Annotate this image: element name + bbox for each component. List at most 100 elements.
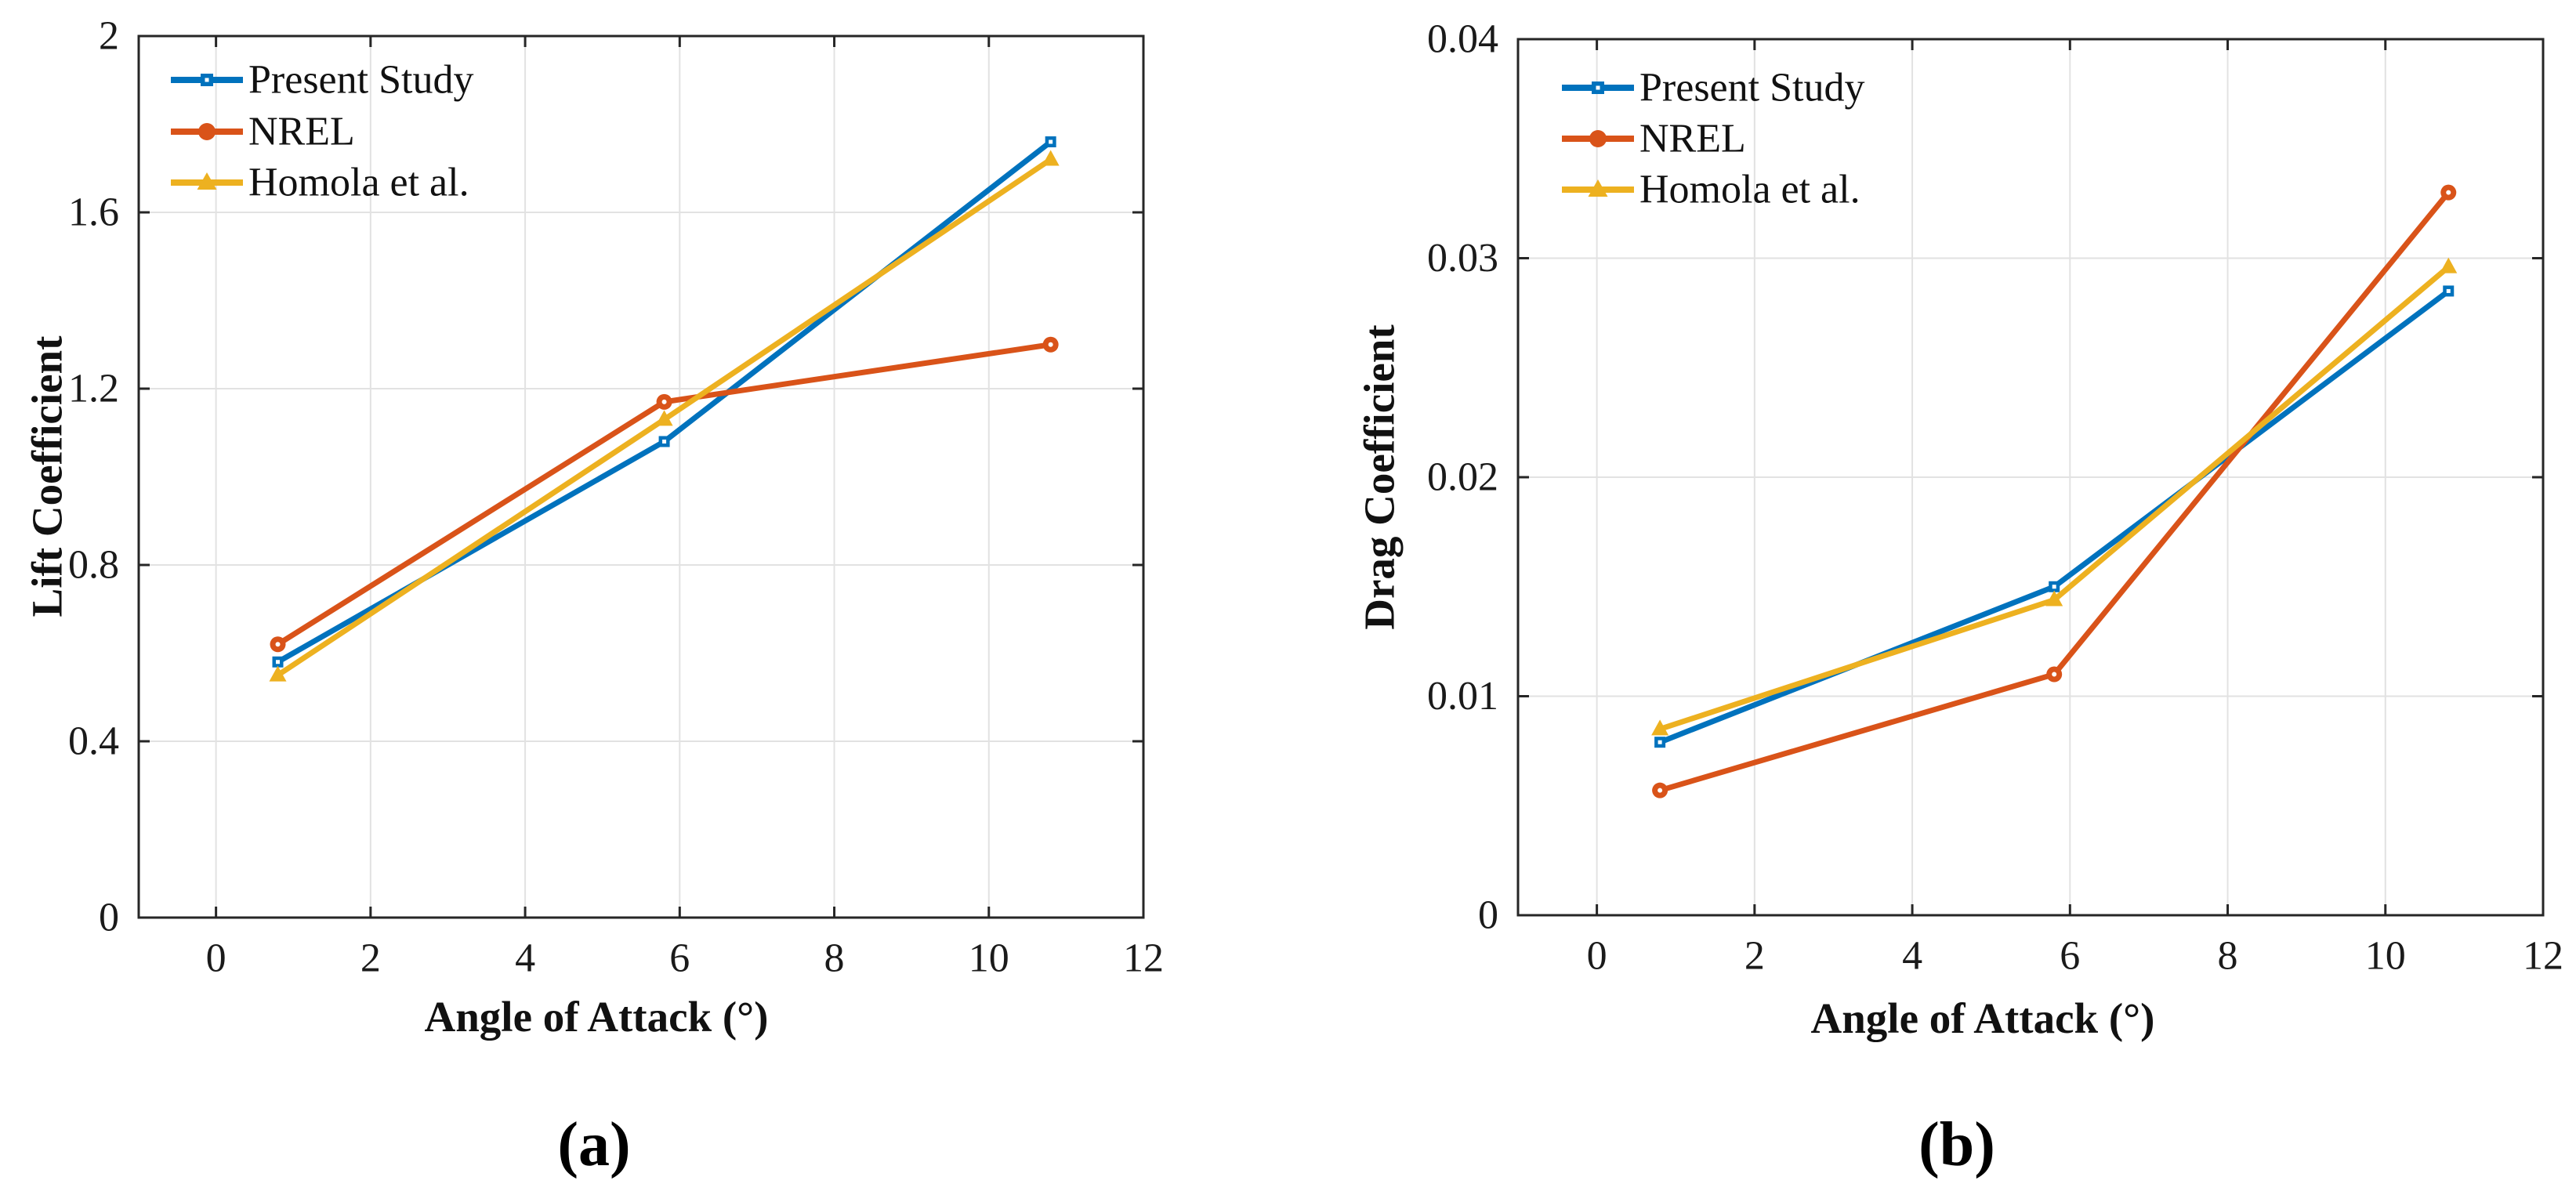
legend-item-nrel: NREL bbox=[1562, 117, 1746, 161]
data-point-present-study bbox=[1045, 136, 1056, 147]
data-point-nrel bbox=[1652, 782, 1668, 798]
x-tick-label: 10 bbox=[969, 936, 1009, 981]
legend-label-nrel: NREL bbox=[1639, 117, 1746, 161]
triangle-marker-shape bbox=[1651, 719, 1669, 736]
circle-marker-icon bbox=[1589, 130, 1607, 147]
lift-chart: 0 2 4 6 8 10 12 0 0.4 0.8 1.2 1.6 2 Present Study NR… bbox=[24, 14, 1165, 1180]
data-point-homola-et-al bbox=[269, 665, 287, 682]
triangle-marker-shape bbox=[1588, 179, 1608, 197]
triangle-marker-shape bbox=[269, 665, 287, 682]
marker-center-dot bbox=[1048, 342, 1053, 347]
data-point-present-study bbox=[2049, 581, 2060, 592]
data-point-nrel bbox=[656, 393, 672, 410]
marker-center-dot bbox=[1658, 740, 1662, 744]
marker-center-dot bbox=[662, 440, 667, 444]
circle-marker-shape bbox=[198, 123, 216, 140]
drag-legend: Present Study NREL Homola et al. bbox=[1562, 66, 1864, 212]
y-tick-label: 0.4 bbox=[68, 719, 119, 764]
y-tick-label: 0 bbox=[99, 896, 119, 940]
drag-plot-area: 0 2 4 6 8 10 12 0 0.01 0.02 0.03 0.04 bbox=[1427, 17, 2563, 979]
y-tick-label: 0 bbox=[1478, 893, 1498, 938]
x-tick-label: 4 bbox=[515, 936, 535, 981]
data-point-homola-et-al bbox=[655, 410, 673, 426]
lift-x-axis-label: Angle of Attack (°) bbox=[424, 993, 768, 1041]
series-line-nrel bbox=[1659, 190, 2451, 794]
y-tick-label: 0.04 bbox=[1427, 17, 1498, 62]
x-tick-label: 0 bbox=[1587, 934, 1607, 979]
circle-marker-icon bbox=[198, 123, 216, 140]
marker-center-dot bbox=[2446, 190, 2451, 195]
triangle-marker-icon bbox=[197, 172, 217, 190]
triangle-marker-shape bbox=[2045, 590, 2063, 606]
square-marker-icon bbox=[1592, 81, 1604, 94]
data-point-present-study bbox=[2443, 285, 2455, 297]
triangle-marker-icon bbox=[197, 172, 217, 190]
panel-drag: 0 2 4 6 8 10 12 0 0.01 0.02 0.03 0.04 Present Study… bbox=[1285, 0, 2576, 1184]
drag-y-axis-label: Drag Coefficient bbox=[1356, 324, 1404, 630]
legend-item-homola: Homola et al. bbox=[171, 161, 469, 205]
y-tick-label: 2 bbox=[99, 14, 119, 59]
x-tick-label: 8 bbox=[824, 936, 845, 981]
marker-center-dot bbox=[276, 660, 281, 664]
square-marker-icon bbox=[201, 74, 213, 86]
triangle-marker-icon bbox=[1588, 179, 1608, 197]
marker-center-dot bbox=[2446, 288, 2451, 293]
data-point-nrel bbox=[2440, 184, 2457, 201]
y-tick-label: 0.02 bbox=[1427, 455, 1498, 500]
x-tick-label: 10 bbox=[2365, 934, 2406, 979]
drag-x-axis-label: Angle of Attack (°) bbox=[1810, 994, 2154, 1042]
data-point-present-study bbox=[1654, 737, 1666, 748]
y-tick-label: 0.03 bbox=[1427, 236, 1498, 281]
triangle-marker-shape bbox=[197, 172, 217, 190]
legend-label-homola: Homola et al. bbox=[248, 161, 469, 205]
circle-marker-icon bbox=[198, 123, 216, 140]
legend-item-present-study: Present Study bbox=[1562, 66, 1864, 110]
data-point-homola-et-al bbox=[1042, 150, 1060, 166]
data-point-homola-et-al bbox=[2045, 590, 2063, 606]
x-tick-label: 6 bbox=[669, 936, 690, 981]
caption-b: (b) bbox=[1918, 1110, 1995, 1179]
square-marker-icon bbox=[1592, 81, 1604, 94]
x-tick-label: 6 bbox=[2060, 934, 2080, 979]
marker-center-dot bbox=[2052, 585, 2056, 589]
y-tick-label: 1.2 bbox=[68, 367, 119, 411]
caption-a: (a) bbox=[557, 1110, 630, 1179]
lift-plot-area: 0 2 4 6 8 10 12 0 0.4 0.8 1.2 1.6 2 bbox=[68, 14, 1164, 981]
legend-label-nrel: NREL bbox=[248, 110, 355, 154]
marker-center-dot bbox=[2052, 672, 2057, 677]
y-tick-label: 0.01 bbox=[1427, 674, 1498, 719]
circle-marker-shape bbox=[1589, 130, 1607, 147]
marker-center-dot bbox=[661, 399, 667, 404]
x-tick-label: 2 bbox=[1745, 934, 1765, 979]
triangle-marker-shape bbox=[1042, 150, 1060, 166]
marker-center-dot bbox=[1596, 85, 1600, 90]
marker-center-dot bbox=[205, 78, 209, 82]
square-marker-icon bbox=[201, 74, 213, 86]
data-point-nrel bbox=[270, 636, 286, 653]
legend-label-present-study: Present Study bbox=[1639, 66, 1864, 110]
marker-center-dot bbox=[1658, 788, 1663, 793]
y-tick-label: 0.8 bbox=[68, 543, 119, 588]
data-point-nrel bbox=[1042, 336, 1059, 353]
x-tick-label: 12 bbox=[2523, 934, 2563, 979]
x-tick-label: 4 bbox=[1902, 934, 1922, 979]
triangle-marker-icon bbox=[1588, 179, 1608, 197]
data-point-present-study bbox=[658, 436, 670, 447]
x-tick-label: 2 bbox=[360, 936, 381, 981]
data-point-homola-et-al bbox=[2440, 257, 2458, 273]
lift-y-axis-label: Lift Coefficient bbox=[24, 335, 71, 617]
legend-item-nrel: NREL bbox=[171, 110, 355, 154]
marker-center-dot bbox=[275, 642, 281, 647]
triangle-marker-shape bbox=[655, 410, 673, 426]
triangle-marker-shape bbox=[2440, 257, 2458, 273]
data-point-homola-et-al bbox=[1651, 719, 1669, 736]
legend-item-present-study: Present Study bbox=[171, 58, 473, 103]
x-tick-label: 0 bbox=[206, 936, 226, 981]
marker-center-dot bbox=[1049, 139, 1053, 144]
drag-chart: 0 2 4 6 8 10 12 0 0.01 0.02 0.03 0.04 Present Study… bbox=[1356, 17, 2564, 1180]
axis-box bbox=[137, 34, 1145, 919]
panel-lift: 0 2 4 6 8 10 12 0 0.4 0.8 1.2 1.6 2 Present Study NR… bbox=[0, 0, 1285, 1184]
x-tick-label: 8 bbox=[2218, 934, 2238, 979]
lift-legend: Present Study NREL Homola et al. bbox=[171, 58, 473, 205]
